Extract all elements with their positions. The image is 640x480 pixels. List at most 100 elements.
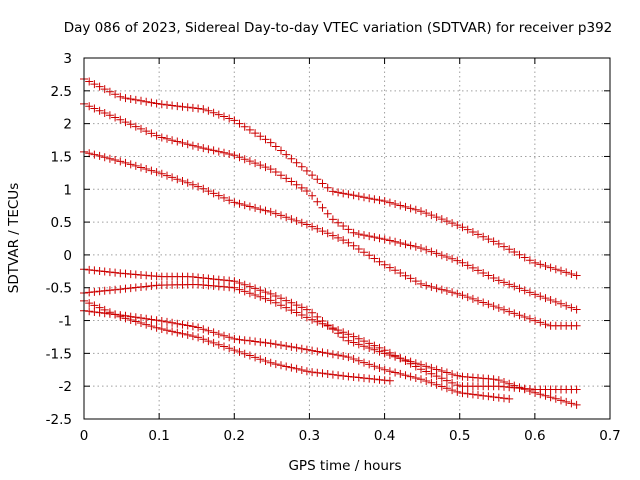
data-point xyxy=(121,94,130,103)
series-track-2 xyxy=(80,99,581,314)
data-point xyxy=(525,288,534,297)
data-point xyxy=(147,166,156,175)
data-point xyxy=(152,131,161,140)
data-point xyxy=(163,134,171,143)
data-point xyxy=(126,316,135,324)
data-point xyxy=(401,271,410,280)
data-point xyxy=(313,175,322,184)
data-point xyxy=(494,276,503,285)
data-point xyxy=(173,175,182,184)
data-point xyxy=(313,197,322,206)
data-point xyxy=(100,85,109,94)
data-point xyxy=(220,193,228,202)
data-point xyxy=(163,171,171,180)
data-point xyxy=(442,253,451,261)
data-point xyxy=(214,110,223,119)
data-point xyxy=(308,171,317,180)
data-point xyxy=(111,268,120,277)
data-point xyxy=(225,150,234,158)
data-point xyxy=(344,353,353,362)
data-point xyxy=(220,331,228,340)
x-tick-label: 0.3 xyxy=(299,428,320,444)
data-point xyxy=(417,365,425,374)
data-point xyxy=(261,163,270,172)
data-point xyxy=(256,355,265,364)
data-point xyxy=(194,182,203,191)
data-point xyxy=(214,191,223,200)
data-point xyxy=(396,239,405,247)
data-point xyxy=(308,346,317,355)
data-point xyxy=(375,343,384,352)
data-point xyxy=(468,390,477,399)
data-point xyxy=(422,281,431,290)
data-point xyxy=(349,228,358,237)
x-tick-label: 0.5 xyxy=(449,428,470,444)
data-point xyxy=(385,198,394,207)
data-point xyxy=(225,344,234,353)
data-point xyxy=(380,235,389,244)
data-point xyxy=(396,354,405,363)
data-point xyxy=(168,318,177,327)
y-tick-label: -2 xyxy=(59,379,72,395)
data-point xyxy=(448,370,457,379)
data-point xyxy=(437,382,446,391)
data-point xyxy=(292,301,301,310)
data-point xyxy=(287,177,296,186)
data-point xyxy=(551,297,560,306)
data-point xyxy=(370,362,379,371)
data-point xyxy=(173,328,182,337)
data-point xyxy=(116,115,125,124)
data-point xyxy=(567,303,576,312)
data-point xyxy=(474,266,482,275)
data-point xyxy=(334,233,343,242)
data-point xyxy=(313,368,322,377)
data-point xyxy=(360,358,368,367)
data-point xyxy=(365,232,374,241)
data-point xyxy=(334,218,343,227)
data-point xyxy=(277,294,285,303)
data-point xyxy=(349,241,358,250)
data-point xyxy=(173,102,182,111)
data-point xyxy=(256,132,265,141)
data-point xyxy=(567,399,576,408)
data-point xyxy=(90,104,99,113)
y-tick-label: 2.5 xyxy=(51,84,72,100)
data-point xyxy=(463,389,472,398)
data-point xyxy=(173,319,182,328)
data-point xyxy=(157,169,166,178)
data-point xyxy=(411,205,420,214)
data-point xyxy=(354,245,363,253)
data-point xyxy=(105,308,114,317)
data-point xyxy=(214,340,223,349)
data-point xyxy=(308,191,317,200)
data-point xyxy=(131,317,140,326)
data-point xyxy=(339,222,348,230)
data-point xyxy=(152,99,161,108)
data-point xyxy=(256,292,265,301)
data-point xyxy=(334,371,343,380)
data-point xyxy=(204,145,213,154)
data-point xyxy=(157,100,166,109)
data-point xyxy=(344,330,353,339)
data-point xyxy=(406,274,415,283)
data-point xyxy=(163,326,171,335)
data-point xyxy=(484,235,493,244)
data-point xyxy=(500,242,508,251)
data-point xyxy=(525,256,534,265)
data-point xyxy=(411,374,420,382)
data-point xyxy=(354,230,363,239)
x-tick-label: 0.1 xyxy=(148,428,169,444)
data-point xyxy=(401,357,410,365)
data-point xyxy=(328,215,337,224)
data-point xyxy=(105,111,114,120)
data-point xyxy=(323,370,332,378)
data-point xyxy=(251,159,260,168)
data-point xyxy=(396,269,405,277)
data-point xyxy=(448,254,457,263)
data-point xyxy=(448,219,457,228)
data-point xyxy=(297,218,306,227)
data-point xyxy=(277,361,285,370)
plot-frame xyxy=(83,57,611,420)
data-point xyxy=(536,260,545,269)
data-point xyxy=(510,309,519,318)
